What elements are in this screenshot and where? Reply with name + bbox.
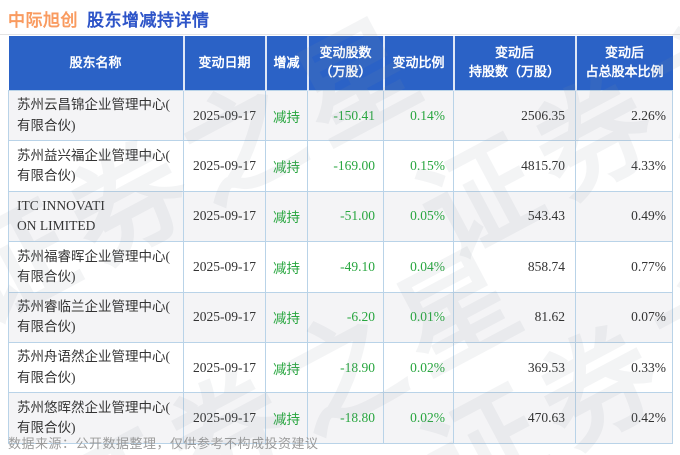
page-title: 中际旭创 股东增减持详情	[8, 6, 210, 31]
header-increase-decrease: 增减	[264, 36, 308, 91]
change-date-cell: 2025-09-17	[183, 140, 266, 192]
change-date-cell: 2025-09-17	[183, 241, 266, 293]
change-date-cell: 2025-09-17	[183, 291, 266, 343]
table-row: 苏州悠晖然企业管理中心( 有限合伙) 2025-09-17 减持 -18.80 …	[8, 392, 673, 444]
action-cell: 减持	[265, 392, 308, 444]
change-date-cell: 2025-09-17	[183, 392, 266, 444]
shareholder-change-table: 股东名称 变动日期 增减 变动股数 （万股） 变动比例 变动后 持股数（万股） …	[8, 36, 673, 444]
table-header-row: 股东名称 变动日期 增减 变动股数 （万股） 变动比例 变动后 持股数（万股） …	[8, 36, 673, 91]
header-change-ratio: 变动比例	[382, 36, 454, 91]
shareholder-name-cell: ITC INNOVATI ON LIMITED	[8, 190, 184, 243]
action-cell: 减持	[265, 341, 308, 394]
action-cell: 减持	[265, 89, 308, 142]
change-ratio-cell: 0.01%	[383, 291, 454, 343]
after-shares-cell: 81.62	[453, 291, 576, 343]
change-shares-cell: -169.00	[307, 140, 384, 192]
after-ratio-cell: 2.26%	[575, 89, 673, 142]
change-shares-cell: -51.00	[307, 190, 384, 243]
after-shares-cell: 369.53	[453, 341, 576, 394]
action-cell: 减持	[265, 190, 308, 243]
after-shares-cell: 470.63	[453, 392, 576, 444]
shareholder-name-cell: 苏州悠晖然企业管理中心( 有限合伙)	[8, 392, 184, 444]
after-ratio-cell: 0.33%	[575, 341, 673, 394]
change-shares-cell: -150.41	[307, 89, 384, 142]
change-ratio-cell: 0.02%	[383, 392, 454, 444]
change-shares-cell: -49.10	[307, 241, 384, 293]
action-cell: 减持	[265, 241, 308, 293]
after-shares-cell: 858.74	[453, 241, 576, 293]
stock-name: 中际旭创	[8, 11, 78, 30]
header-shareholder-name: 股东名称	[8, 36, 184, 91]
shareholder-name-cell: 苏州睿临兰企业管理中心( 有限合伙)	[8, 291, 184, 343]
after-ratio-cell: 4.33%	[575, 140, 673, 192]
table-row: 苏州福睿晖企业管理中心( 有限合伙) 2025-09-17 减持 -49.10 …	[8, 241, 673, 293]
after-shares-cell: 2506.35	[453, 89, 576, 142]
change-shares-cell: -18.90	[307, 341, 384, 394]
shareholder-name-cell: 苏州云昌锦企业管理中心( 有限合伙)	[8, 89, 184, 142]
change-shares-cell: -18.80	[307, 392, 384, 444]
after-ratio-cell: 0.42%	[575, 392, 673, 444]
table-row: 苏州益兴福企业管理中心( 有限合伙) 2025-09-17 减持 -169.00…	[8, 140, 673, 192]
change-date-cell: 2025-09-17	[183, 341, 266, 394]
table-row: ITC INNOVATI ON LIMITED 2025-09-17 减持 -5…	[8, 190, 673, 243]
change-ratio-cell: 0.15%	[383, 140, 454, 192]
table-row: 苏州睿临兰企业管理中心( 有限合伙) 2025-09-17 减持 -6.20 0…	[8, 291, 673, 343]
action-cell: 减持	[265, 140, 308, 192]
change-shares-cell: -6.20	[307, 291, 384, 343]
after-ratio-cell: 0.77%	[575, 241, 673, 293]
shareholder-name-cell: 苏州舟语然企业管理中心( 有限合伙)	[8, 341, 184, 394]
header-change-shares: 变动股数 （万股）	[306, 36, 384, 91]
change-date-cell: 2025-09-17	[183, 89, 266, 142]
after-ratio-cell: 0.07%	[575, 291, 673, 343]
change-ratio-cell: 0.05%	[383, 190, 454, 243]
change-ratio-cell: 0.04%	[383, 241, 454, 293]
table-row: 苏州舟语然企业管理中心( 有限合伙) 2025-09-17 减持 -18.90 …	[8, 341, 673, 394]
change-ratio-cell: 0.02%	[383, 341, 454, 394]
table-row: 苏州云昌锦企业管理中心( 有限合伙) 2025-09-17 减持 -150.41…	[8, 89, 673, 142]
header-after-ratio: 变动后 占总股本比例	[574, 36, 673, 91]
change-date-cell: 2025-09-17	[183, 190, 266, 243]
shareholder-name-cell: 苏州福睿晖企业管理中心( 有限合伙)	[8, 241, 184, 293]
after-ratio-cell: 0.49%	[575, 190, 673, 243]
after-shares-cell: 543.43	[453, 190, 576, 243]
data-source-note: 数据来源：公开数据整理，仅供参考不构成投资建议	[8, 436, 319, 451]
shareholder-name-cell: 苏州益兴福企业管理中心( 有限合伙)	[8, 140, 184, 192]
page-subtitle: 股东增减持详情	[87, 11, 210, 30]
action-cell: 减持	[265, 291, 308, 343]
header-change-date: 变动日期	[182, 36, 266, 91]
header-after-shares: 变动后 持股数（万股）	[452, 36, 576, 91]
after-shares-cell: 4815.70	[453, 140, 576, 192]
change-ratio-cell: 0.14%	[383, 89, 454, 142]
title-divider	[0, 34, 680, 35]
